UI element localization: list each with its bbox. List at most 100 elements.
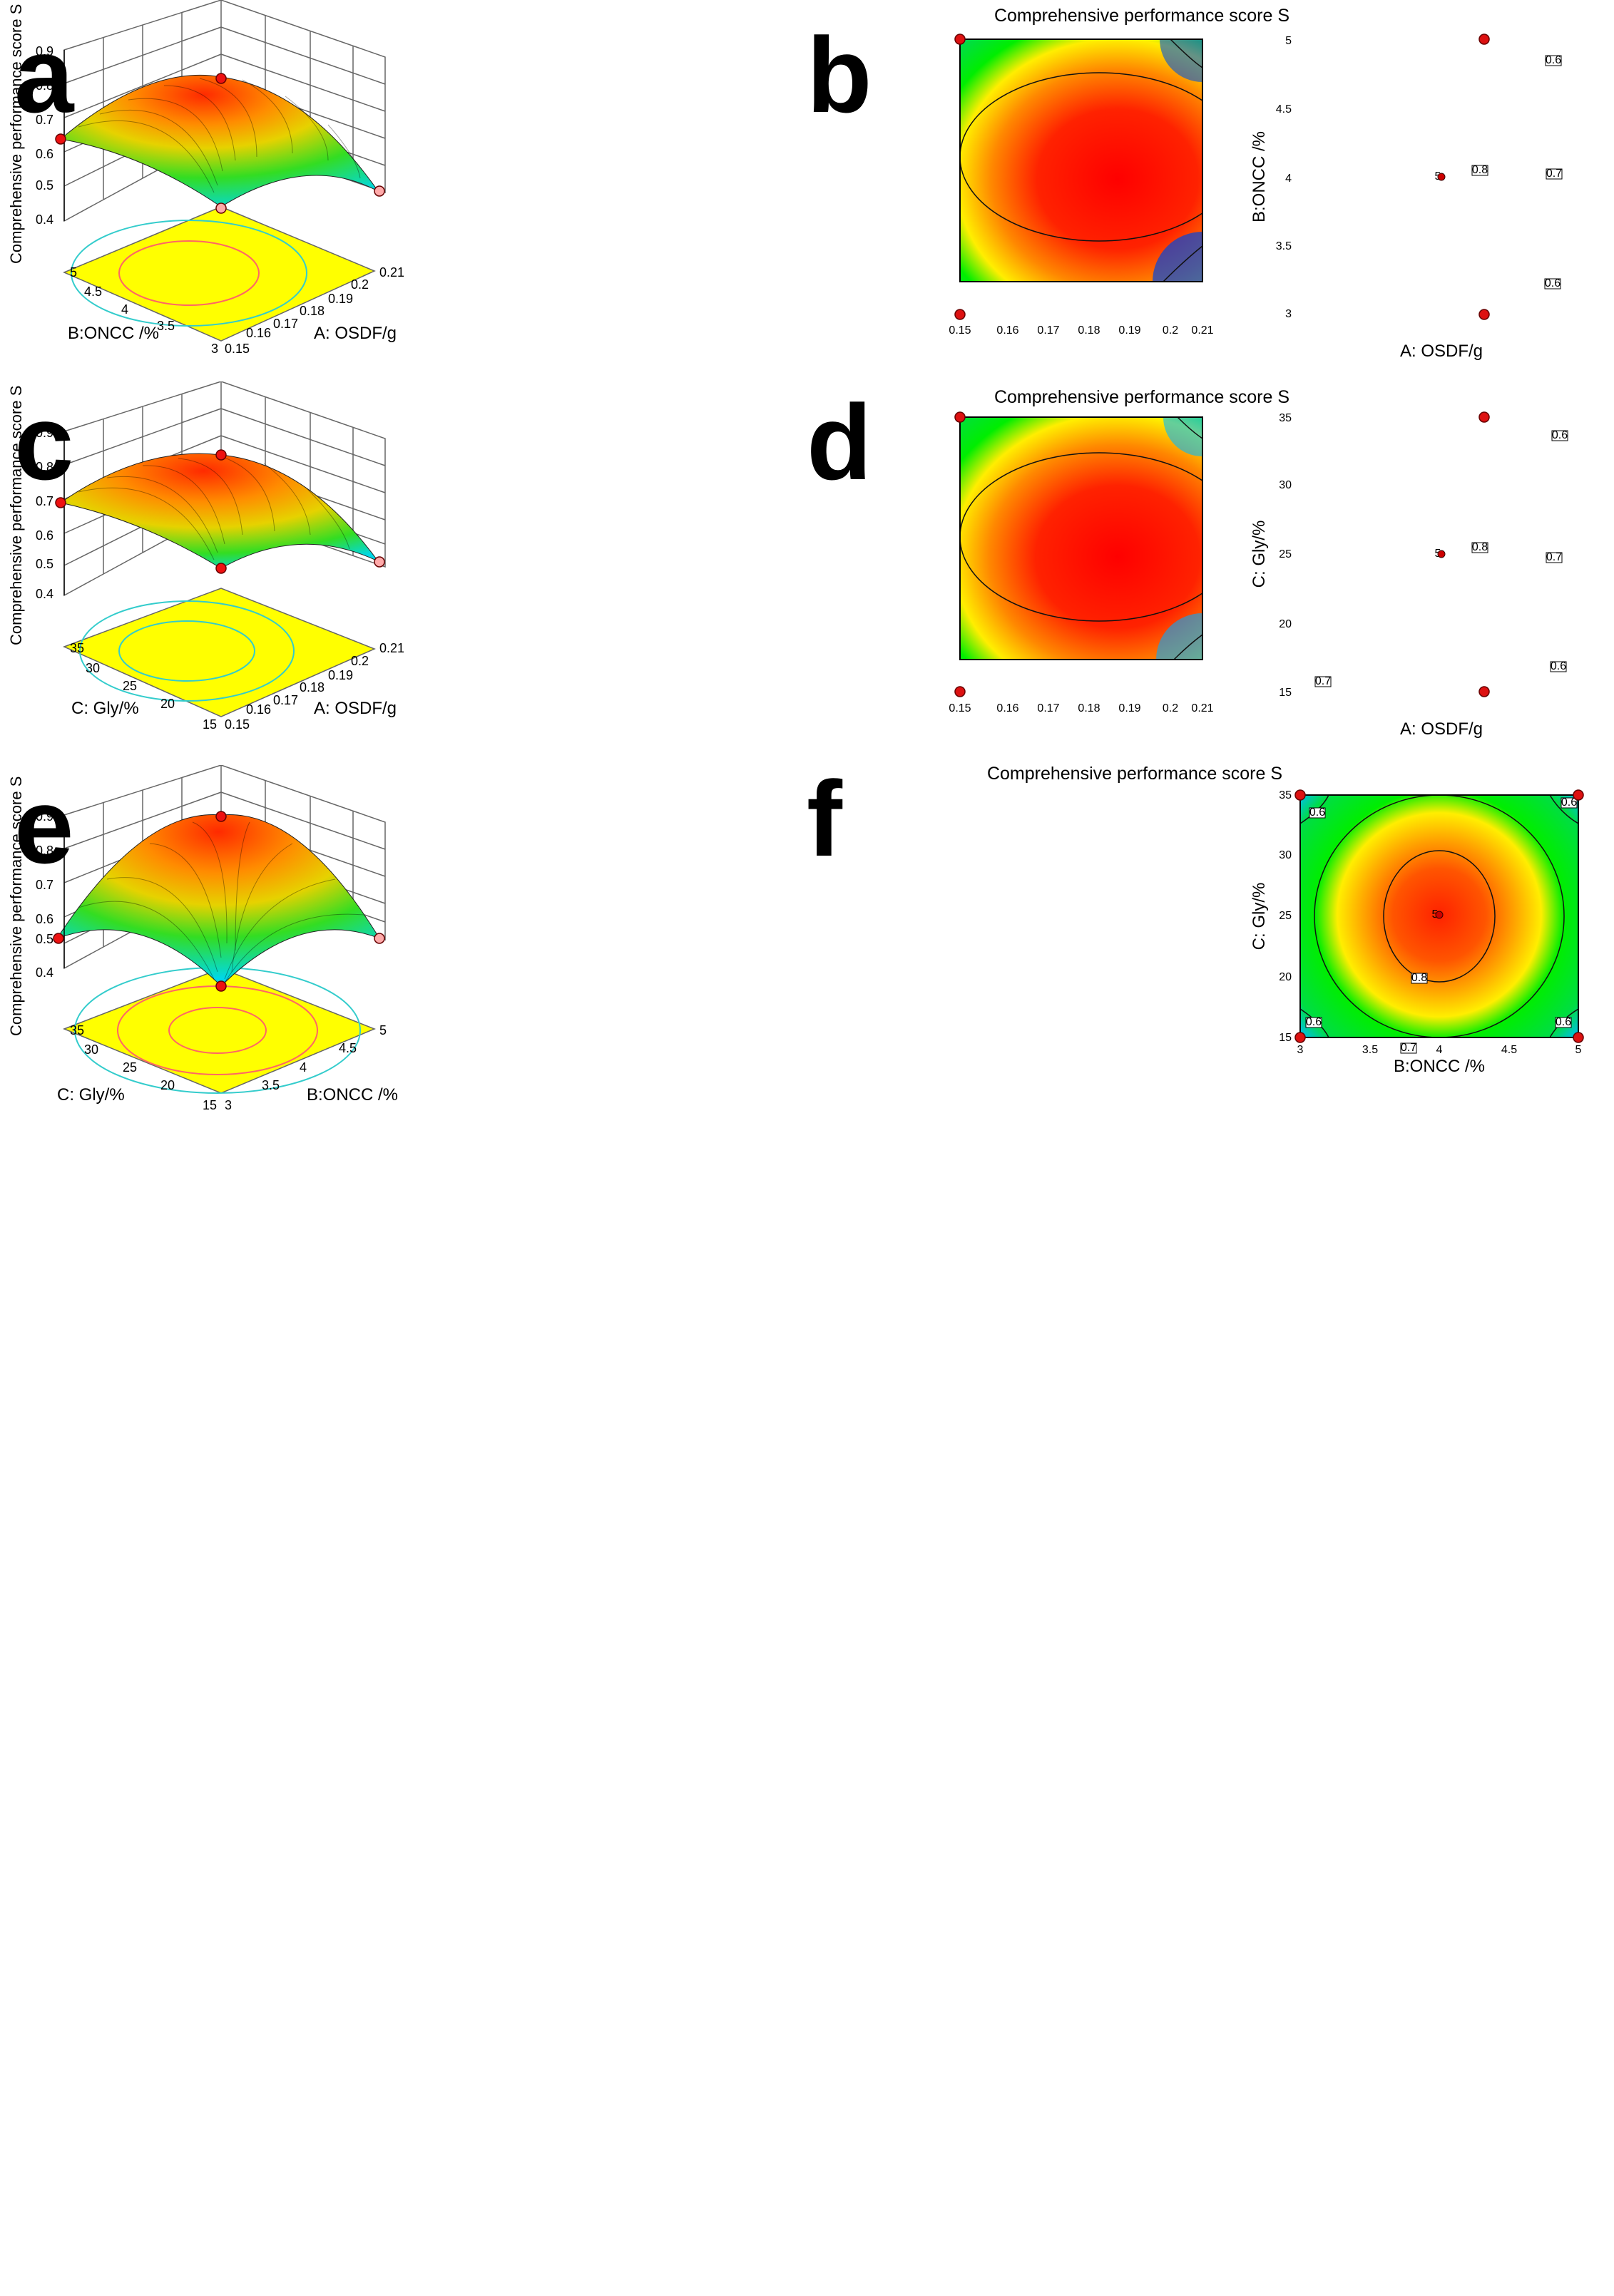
z-tick: 0.4	[36, 212, 53, 227]
panel-letter-d: d	[807, 382, 872, 502]
x-tick: 0.18	[1078, 702, 1100, 714]
y-axis-label: B:ONCC /%	[1250, 131, 1269, 222]
contour-line-0.6	[1173, 634, 1202, 660]
y-tick: 3	[211, 342, 218, 356]
y-tick: 4	[121, 302, 128, 317]
z-axis-label: Comprehensive performance score S	[7, 4, 25, 264]
contour-line-0.6	[1549, 795, 1578, 824]
z-tick: 0.7	[36, 878, 53, 892]
y-tick: 4	[1285, 173, 1292, 185]
panel-letter-b: b	[807, 15, 872, 135]
contour-label: 0.6	[1561, 796, 1577, 809]
floor-contour-inner	[118, 620, 255, 682]
z-tick: 0.7	[36, 113, 53, 127]
panel-c: c	[0, 381, 807, 1147]
z-tick: 0.9	[36, 809, 53, 824]
contour-line-0.6	[1163, 245, 1202, 282]
design-point	[215, 449, 227, 461]
z-axis-label: Comprehensive performance score S	[7, 777, 25, 1036]
design-point	[215, 203, 227, 214]
y-tick: 20	[1279, 971, 1292, 983]
x-axis-label: A: OSDF/g	[314, 324, 397, 343]
x-axis-label: B:ONCC /%	[1394, 1057, 1485, 1076]
x-axis-label: B:ONCC /%	[307, 1085, 398, 1105]
x-tick: 0.16	[996, 324, 1018, 337]
y-tick: 25	[1279, 548, 1292, 560]
y-tick: 35	[1279, 789, 1292, 801]
contour-line-0.8	[1383, 850, 1496, 983]
contour-label: 0.7	[1546, 551, 1562, 563]
surface	[56, 814, 381, 987]
z-tick: 0.4	[36, 965, 53, 980]
y-tick: 30	[1279, 479, 1292, 491]
contour-label: 0.8	[1411, 972, 1427, 984]
y-tick: 20	[160, 697, 175, 711]
chart-contour-f: Comprehensive performance score S 5 0.8 …	[987, 765, 1582, 1076]
z-tick: 0.8	[36, 844, 53, 858]
contour-label: 0.6	[1545, 277, 1561, 289]
x-tick: 3.5	[1362, 1044, 1378, 1056]
x-tick: 4.5	[1501, 1044, 1517, 1056]
y-tick: 20	[1279, 618, 1292, 630]
center-point	[1435, 911, 1444, 919]
contour-label: 0.8	[1472, 541, 1488, 553]
panel-a: a	[0, 0, 807, 765]
floor-contour-outer	[71, 220, 307, 327]
x-tick: 0.19	[328, 292, 353, 306]
x-tick: 5	[1575, 1044, 1582, 1056]
surface-mesh	[78, 78, 361, 193]
chart-title: Comprehensive performance score S	[994, 6, 1289, 26]
x-tick: 0.17	[273, 693, 298, 707]
z-tick: 0.4	[36, 587, 53, 601]
y-tick: 35	[70, 1023, 84, 1037]
contour-line-0.6	[1170, 39, 1202, 68]
x-tick: 0.21	[379, 265, 404, 280]
chart-contour-b: Comprehensive performance score S 5 0.8 …	[949, 6, 1563, 361]
y-tick: 25	[123, 679, 137, 693]
z-tick: 0.7	[36, 494, 53, 508]
center-label: 5	[1432, 908, 1439, 921]
surface	[59, 453, 379, 569]
x-tick: 0.15	[225, 717, 250, 732]
x-tick: 3	[225, 1098, 232, 1112]
design-point	[215, 563, 227, 574]
floor-contour-inner	[118, 240, 260, 306]
x-tick: 0.21	[379, 641, 404, 655]
floor-contour-inner	[168, 1007, 267, 1054]
x-tick: 0.16	[246, 702, 271, 717]
y-axis-label: C: Gly/%	[1250, 521, 1269, 588]
y-tick: 35	[70, 641, 84, 655]
y-axis-label: B:ONCC /%	[68, 324, 159, 343]
panel-letter-a: a	[14, 15, 74, 135]
contour-label: 0.6	[1556, 1016, 1571, 1028]
x-tick: 0.15	[949, 324, 971, 337]
panel-f: f Comprehensive performance score S	[807, 765, 1614, 1530]
x-tick: 0.21	[1191, 702, 1213, 714]
y-axis-label: C: Gly/%	[71, 699, 139, 718]
chart-3d-e: 0.9 0.8 0.7 0.6 0.5 0.4 Comprehensive pe…	[7, 765, 398, 1112]
x-tick: 0.2	[1163, 324, 1178, 337]
z-tick: 0.9	[36, 426, 53, 440]
x-tick: 0.16	[996, 702, 1018, 714]
chart-title: Comprehensive performance score S	[994, 387, 1289, 407]
x-axis-label: A: OSDF/g	[1400, 719, 1483, 739]
panel-letter-e: e	[14, 766, 74, 886]
y-tick: 30	[1279, 849, 1292, 861]
surface-mesh	[78, 456, 350, 560]
design-point	[53, 933, 64, 944]
y-tick: 30	[86, 661, 100, 675]
floor-plane	[63, 588, 376, 717]
x-tick: 0.16	[246, 326, 271, 340]
y-tick: 3	[1285, 308, 1292, 320]
design-point	[215, 980, 227, 992]
z-tick: 0.6	[36, 147, 53, 161]
z-tick: 0.5	[36, 557, 53, 571]
x-tick: 0.18	[300, 680, 325, 695]
contour-label: 0.6	[1546, 54, 1561, 66]
design-point	[215, 73, 227, 84]
chart-3d-c: 0.9 0.8 0.7 0.6 0.5 0.4 Comprehensive pe…	[7, 381, 404, 732]
y-tick: 15	[203, 1098, 217, 1112]
x-tick: 0.19	[328, 668, 353, 682]
z-tick: 0.5	[36, 932, 53, 946]
x-tick: 0.19	[1118, 324, 1140, 337]
